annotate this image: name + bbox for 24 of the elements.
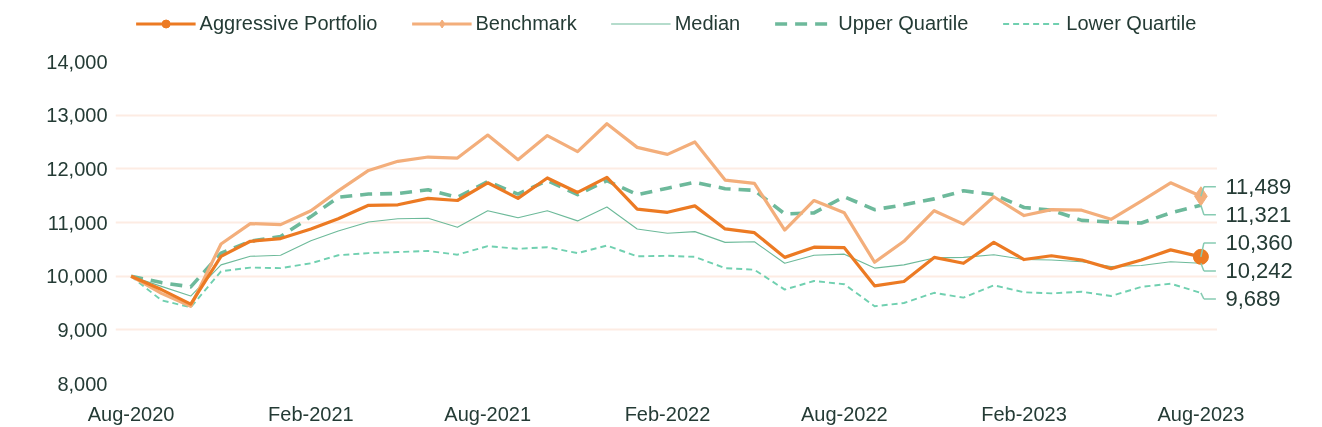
legend-label: Lower Quartile xyxy=(1066,11,1197,35)
y-tick-label: 10,000 xyxy=(46,265,108,288)
x-tick-label: Feb-2023 xyxy=(981,402,1067,425)
y-tick-label: 14,000 xyxy=(46,50,108,73)
data-label: 9,689 xyxy=(1225,286,1281,312)
legend-label: Median xyxy=(674,11,741,35)
x-tick-label: Aug-2023 xyxy=(1157,402,1245,425)
x-tick-label: Aug-2020 xyxy=(87,402,175,425)
data-label: 11,321 xyxy=(1225,202,1292,228)
legend-label: Upper Quartile xyxy=(838,11,969,35)
data-label: 11,489 xyxy=(1225,174,1292,200)
x-tick-label: Feb-2021 xyxy=(268,402,354,425)
y-tick-label: 12,000 xyxy=(46,157,108,180)
y-tick-label: 9,000 xyxy=(57,318,108,341)
y-tick-label: 11,000 xyxy=(47,211,108,234)
x-tick-label: Aug-2021 xyxy=(444,402,532,425)
x-tick-label: Feb-2022 xyxy=(624,402,711,425)
x-tick-label: Aug-2022 xyxy=(800,402,888,425)
data-label: 10,360 xyxy=(1225,230,1293,256)
legend-label: Benchmark xyxy=(475,11,577,35)
legend-label: Aggressive Portfolio xyxy=(199,11,378,35)
data-label: 10,242 xyxy=(1225,258,1293,284)
y-tick-label: 13,000 xyxy=(46,104,108,127)
y-tick-label: 8,000 xyxy=(57,372,108,395)
